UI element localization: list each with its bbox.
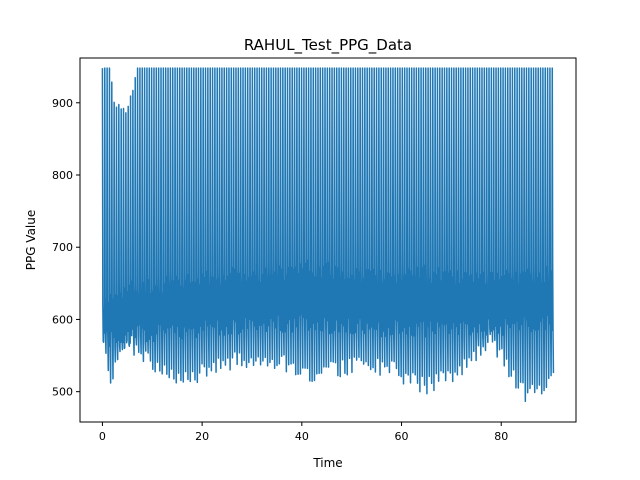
plot-frame bbox=[79, 57, 577, 423]
plot-area bbox=[79, 57, 577, 423]
x-tick-label: 60 bbox=[395, 430, 409, 443]
y-tick-label: 900 bbox=[52, 97, 73, 110]
chart-title: RAHUL_Test_PPG_Data bbox=[244, 36, 412, 55]
y-tick-label: 500 bbox=[52, 386, 73, 399]
x-tick-label: 40 bbox=[295, 430, 309, 443]
x-tick-label: 20 bbox=[195, 430, 209, 443]
x-axis-label: Time bbox=[312, 456, 342, 470]
x-axis: 0 20 40 60 80 bbox=[99, 422, 508, 443]
y-axis: 500 600 700 800 900 bbox=[52, 97, 80, 399]
series-line-ppg bbox=[101, 67, 555, 403]
y-tick-label: 700 bbox=[52, 241, 73, 254]
y-tick-label: 600 bbox=[52, 313, 73, 326]
x-tick-label: 80 bbox=[494, 430, 508, 443]
y-tick-label: 800 bbox=[52, 169, 73, 182]
x-tick-label: 0 bbox=[99, 430, 106, 443]
series-line-group bbox=[101, 67, 555, 403]
y-axis-label: PPG Value bbox=[24, 210, 38, 271]
